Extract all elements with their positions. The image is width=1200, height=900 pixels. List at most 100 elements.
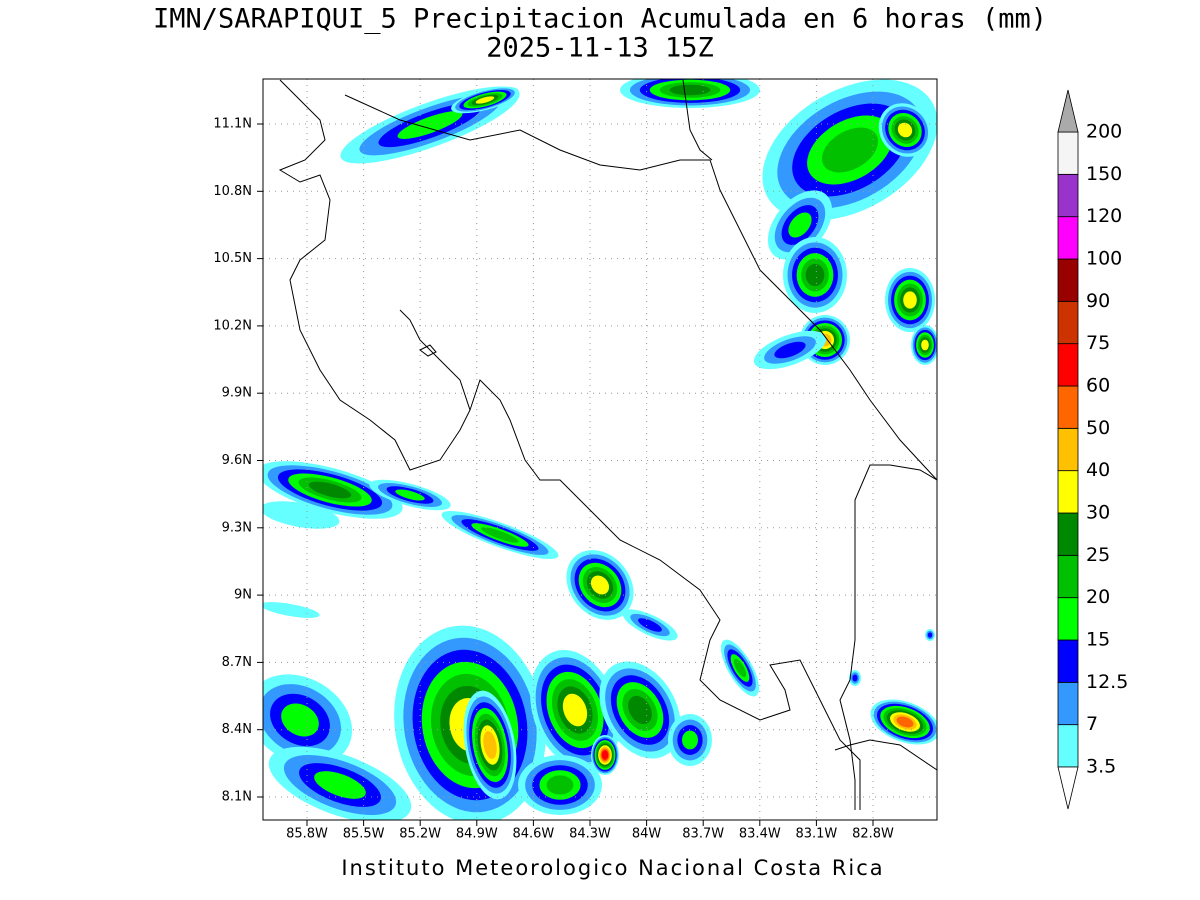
- lat-label: 8.1N: [222, 790, 252, 805]
- lon-label: 85.2W: [399, 827, 441, 842]
- panama-coast: [834, 739, 937, 771]
- precip-contour: [308, 481, 352, 499]
- lon-label: 83.4W: [739, 827, 781, 842]
- lon-label: 83.7W: [682, 827, 724, 842]
- lat-label: 10.2N: [213, 318, 252, 333]
- colorbar-label: 120: [1086, 205, 1122, 227]
- colorbar-swatch: [1057, 554, 1079, 599]
- colorbar-label: 40: [1086, 459, 1110, 481]
- precip-contour: [483, 731, 497, 759]
- colorbar: 3.5 7 12.5 15 20 25 30 40 50 60 75 90 100 120 150 200: [1057, 89, 1128, 810]
- lat-label: 9N: [234, 588, 252, 603]
- lon-label: 84W: [632, 827, 662, 842]
- precip-contour: [921, 339, 929, 351]
- colorbar-label: 150: [1086, 163, 1122, 185]
- lat-label: 9.6N: [222, 453, 252, 468]
- colorbar-swatch: [1057, 258, 1079, 302]
- precip-contour: [805, 263, 825, 287]
- lon-label: 82.8W: [852, 827, 894, 842]
- precip-contour: [774, 341, 806, 359]
- colorbar-swatch: [1057, 724, 1079, 768]
- precip-contour: [788, 212, 812, 238]
- lat-label: 9.3N: [222, 520, 252, 535]
- colorbar-swatch: [1057, 639, 1079, 683]
- graticule: [263, 79, 937, 820]
- border-panama: [839, 464, 937, 810]
- lon-label: 83.1W: [795, 827, 837, 842]
- precip-contour: [314, 771, 366, 799]
- precip-contour: [546, 775, 574, 795]
- precip-contour: [263, 501, 340, 529]
- precip-contour: [669, 84, 711, 96]
- precip-contour: [821, 127, 879, 173]
- colorbar-label: 200: [1086, 121, 1122, 143]
- colorbar-swatch: [1057, 597, 1079, 641]
- precip-contour: [397, 111, 463, 139]
- precip-contour: [682, 730, 698, 750]
- colorbar-swatch: [1057, 173, 1079, 218]
- lon-label: 84.3W: [569, 827, 611, 842]
- colorbar-label: 75: [1086, 332, 1110, 354]
- coastlines: [278, 79, 937, 810]
- map-frame: [262, 78, 938, 821]
- colorbar-swatch: [1057, 300, 1079, 345]
- axis-labels: 85.8W 85.5W 85.2W 84.9W 84.6W 84.3W 84W 83.7W 83…: [213, 117, 894, 842]
- colorbar-over: [1057, 89, 1079, 133]
- colorbar-label: 12.5: [1086, 671, 1128, 693]
- pacific-coast-south: [469, 379, 861, 810]
- precipitation-field: [263, 79, 937, 820]
- lon-label: 85.5W: [343, 827, 385, 842]
- colorbar-swatch: [1057, 427, 1079, 472]
- lon-label: 84.6W: [512, 827, 554, 842]
- colorbar-swatch: [1057, 681, 1079, 726]
- lon-label: 84.9W: [456, 827, 498, 842]
- precip-contour: [590, 575, 610, 595]
- border: [682, 79, 713, 161]
- colorbar-swatch: [1057, 131, 1079, 175]
- colorbar-label: 30: [1086, 502, 1110, 524]
- lake: [419, 344, 437, 357]
- precip-contour: [601, 750, 609, 760]
- footer: Instituto Meteorologico Nacional Costa R…: [341, 856, 884, 880]
- colorbar-under: [1057, 766, 1079, 810]
- caribbean-coast: [344, 94, 937, 481]
- precip-contour: [733, 658, 747, 678]
- precip-contour: [628, 695, 652, 725]
- colorbar-label: 90: [1086, 290, 1110, 312]
- precip-contour: [395, 489, 425, 501]
- lat-label: 11.1N: [213, 117, 252, 132]
- precip-contour: [638, 618, 662, 632]
- colorbar-label: 50: [1086, 417, 1110, 439]
- colorbar-label: 7: [1086, 713, 1098, 735]
- colorbar-swatch: [1057, 343, 1079, 387]
- map-title: IMN/SARAPIQUI_5 Precipitacion Acumulada …: [153, 4, 1047, 35]
- lat-label: 9.9N: [222, 386, 252, 401]
- lon-label: 85.8W: [286, 827, 328, 842]
- colorbar-swatch: [1057, 385, 1079, 429]
- precip-contour: [475, 96, 495, 104]
- precip-contour: [281, 703, 319, 737]
- lat-label: 10.5N: [213, 251, 252, 266]
- colorbar-swatch: [1057, 470, 1079, 514]
- precip-contour: [852, 674, 858, 682]
- precip-contour: [481, 527, 519, 543]
- precip-contour: [927, 632, 933, 638]
- colorbar-label: 20: [1086, 586, 1110, 608]
- colorbar-label: 60: [1086, 375, 1110, 397]
- colorbar-swatch: [1057, 512, 1079, 556]
- lat-label: 8.4N: [222, 722, 252, 737]
- pacific-coast: [278, 79, 471, 471]
- precip-contour: [896, 716, 914, 728]
- lat-label: 10.8N: [213, 184, 252, 199]
- colorbar-label: 100: [1086, 248, 1122, 270]
- precip-contour: [263, 602, 320, 618]
- map-subtitle: 2025-11-13 15Z: [486, 33, 714, 64]
- colorbar-label: 15: [1086, 629, 1110, 651]
- precip-contour: [897, 122, 913, 138]
- colorbar-label: 3.5: [1086, 756, 1116, 778]
- colorbar-swatch: [1057, 216, 1079, 260]
- precip-contour: [562, 693, 588, 727]
- colorbar-label: 25: [1086, 544, 1110, 566]
- precip-contour: [903, 291, 917, 309]
